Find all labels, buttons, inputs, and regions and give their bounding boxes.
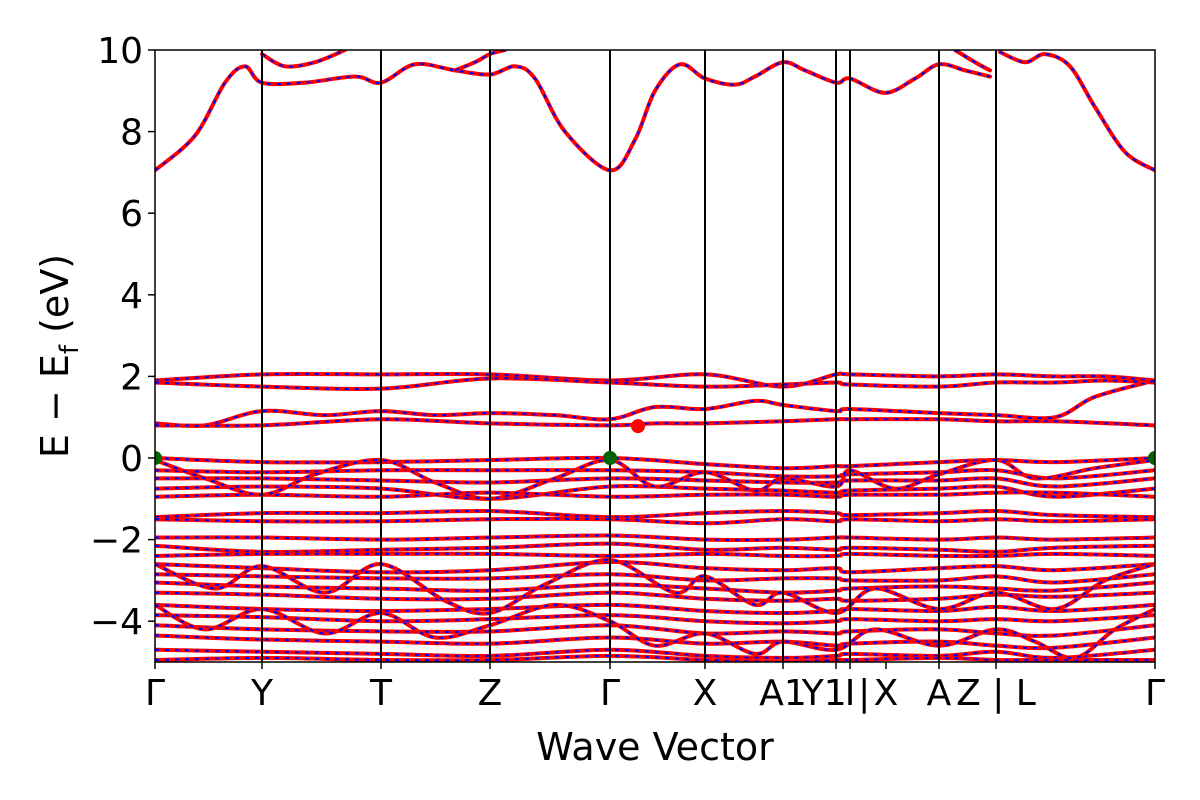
y-axis-label-unit: (eV) bbox=[33, 254, 77, 345]
x-tick-label: Y1 | bbox=[801, 673, 870, 714]
x-tick-label: Γ bbox=[145, 673, 165, 714]
cbm-marker-3 bbox=[631, 419, 645, 434]
x-tick-label: Γ bbox=[600, 673, 620, 714]
band-line-c3 bbox=[453, 50, 507, 73]
band-line-dashed-v-upper-2 bbox=[155, 377, 1155, 391]
band-line-v-cross-2 bbox=[155, 557, 1155, 616]
x-tick-label: X bbox=[874, 673, 899, 714]
x-tick-label: A bbox=[927, 673, 952, 714]
band-line-dashed-v-upper-1 bbox=[155, 372, 1155, 388]
vbm-marker-0 bbox=[155, 451, 162, 465]
x-tick-label: I bbox=[845, 673, 856, 714]
band-line-dashed-c2 bbox=[261, 50, 346, 68]
x-tick-label: X bbox=[693, 673, 718, 714]
extremum-markers bbox=[155, 419, 1155, 465]
y-tick-label: 6 bbox=[120, 194, 143, 235]
y-tick-label: 4 bbox=[120, 276, 143, 317]
y-axis-label-main: E − E bbox=[33, 354, 77, 458]
x-tick-label: Γ bbox=[1145, 673, 1165, 714]
x-tick-label: Y bbox=[250, 673, 274, 714]
band-line-dashed-v-upper-4 bbox=[155, 418, 1155, 427]
band-line-v-cross-3 bbox=[155, 602, 1155, 660]
band-line-c1 bbox=[155, 60, 992, 173]
y-axis-label-subscript: f bbox=[55, 344, 85, 354]
band-line-dashed-c1b bbox=[999, 51, 1155, 172]
band-line-dashed-c3 bbox=[454, 50, 506, 72]
y-tick-label: 2 bbox=[120, 357, 143, 398]
x-tick-label: T bbox=[369, 673, 393, 714]
kpoint-lines bbox=[261, 50, 997, 662]
vbm-marker-2 bbox=[1148, 451, 1155, 465]
y-tick-label: −2 bbox=[90, 521, 143, 562]
plot-frame bbox=[154, 49, 1156, 663]
band-line-dashed-c1 bbox=[155, 61, 991, 172]
band-line-dashed-v10 bbox=[155, 561, 1155, 574]
y-axis-label: E − Ef (eV) bbox=[33, 254, 85, 458]
y-tick-label: −4 bbox=[90, 602, 143, 643]
band-line-c1b bbox=[998, 50, 1155, 173]
x-axis-label: Wave Vector bbox=[536, 725, 774, 769]
x-tick-label: Z | L bbox=[956, 673, 1036, 714]
y-tick-label: 8 bbox=[120, 113, 143, 154]
y-axis-ticks: −4 −2 0 2 4 6 8 10 bbox=[90, 31, 155, 643]
band-line-v14 bbox=[155, 602, 1155, 616]
band-line-dashed-c4 bbox=[954, 50, 991, 72]
vbm-marker-1 bbox=[603, 451, 617, 465]
band-line-c2 bbox=[260, 50, 347, 69]
y-tick-label: 10 bbox=[97, 31, 143, 72]
y-tick-label: 0 bbox=[120, 439, 143, 480]
band-line-dashed-v-upper-3 bbox=[155, 379, 1155, 427]
band-lines bbox=[155, 50, 1155, 662]
x-tick-label: A1 bbox=[759, 673, 807, 714]
x-tick-label: Z bbox=[478, 673, 503, 714]
